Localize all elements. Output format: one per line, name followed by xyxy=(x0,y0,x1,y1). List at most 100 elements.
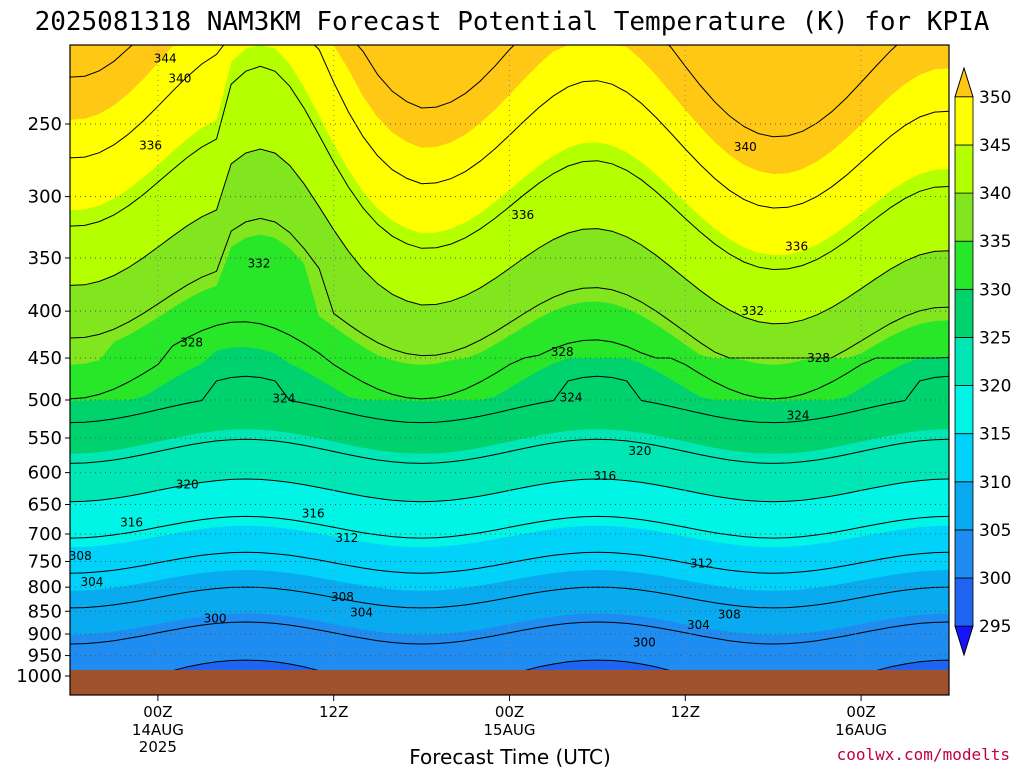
contour-label-2: 336 xyxy=(139,139,162,153)
colorbar-arrow-top xyxy=(954,66,974,98)
contour-308 xyxy=(70,586,949,609)
y-tick-label-4: 450 xyxy=(28,348,62,369)
credit-text: coolwx.com/modelts xyxy=(837,745,1010,764)
y-tick-label-9: 700 xyxy=(28,524,62,545)
y-tick-label-6: 550 xyxy=(28,428,62,449)
colorbar-label-1: 300 xyxy=(979,569,1011,589)
color-band-12 xyxy=(70,45,949,175)
grid-lines xyxy=(70,45,949,695)
contour-label-12: 308 xyxy=(331,590,354,604)
colorbar-segment-4 xyxy=(954,433,974,483)
contour-label-6: 320 xyxy=(176,477,199,491)
contour-340 xyxy=(70,148,949,325)
chart-title: 2025081318 NAM3KM Forecast Potential Tem… xyxy=(35,7,990,37)
contour-label-26: 332 xyxy=(741,304,764,318)
colorbar-label-4: 315 xyxy=(979,425,1011,445)
colorbar-label-6: 325 xyxy=(979,328,1011,348)
contour-label-9: 312 xyxy=(335,531,358,545)
colorbar-segment-11 xyxy=(954,96,974,146)
contour-344 xyxy=(70,65,949,271)
colorbar: 295 300 305 310 315 320 325 330 335 340 345 350 xyxy=(954,66,1011,657)
contour-328 xyxy=(70,375,949,424)
y-tick-label-11: 800 xyxy=(28,577,62,598)
contour-label-10: 308 xyxy=(69,549,92,563)
y-tick-label-7: 600 xyxy=(28,463,62,484)
contour-label-7: 316 xyxy=(120,515,143,529)
x-tick-sublabel-2: 15AUG xyxy=(484,721,536,739)
contour-label-0: 344 xyxy=(154,51,177,65)
y-tick-label-1: 300 xyxy=(28,187,62,208)
colorbar-segment-9 xyxy=(954,192,974,242)
contour-316 xyxy=(70,515,949,539)
y-tick-label-5: 500 xyxy=(28,390,62,411)
x-tick-sublabel-0: 14AUG xyxy=(132,721,184,739)
colorbar-label-7: 330 xyxy=(979,280,1011,300)
contour-label-17: 324 xyxy=(560,391,583,405)
y-tick-label-14: 950 xyxy=(28,646,62,667)
contour-label-3: 332 xyxy=(248,257,271,271)
contour-312 xyxy=(70,551,949,574)
y-tick-label-15: 1000 xyxy=(16,666,62,687)
y-tick-label-13: 900 xyxy=(28,624,62,645)
x-tick-label-2: 00Z xyxy=(495,703,524,721)
contour-304 xyxy=(70,621,949,645)
colorbar-label-8: 335 xyxy=(979,232,1011,252)
x-tick-label-0: 00Z xyxy=(143,703,172,721)
contour-label-11: 304 xyxy=(81,575,104,589)
y-tick-label-3: 400 xyxy=(28,301,62,322)
x-tick-sublabel-4: 16AUG xyxy=(835,721,887,739)
colorbar-segment-1 xyxy=(954,577,974,627)
contour-label-13: 304 xyxy=(350,606,373,620)
contour-label-4: 328 xyxy=(180,336,203,350)
plot-area: 344 340 336 332 328 324 320 316 316 312 308 304 308 3… xyxy=(69,45,949,695)
contour-label-27: 328 xyxy=(807,351,830,365)
contour-label-21: 304 xyxy=(687,618,710,632)
colorbar-segment-5 xyxy=(954,385,974,435)
contour-label-15: 336 xyxy=(511,208,534,222)
colorbar-segment-8 xyxy=(954,240,974,290)
y-tick-label-12: 850 xyxy=(28,601,62,622)
contour-label-5: 324 xyxy=(272,391,295,405)
x-tick-label-3: 12Z xyxy=(671,703,700,721)
colorbar-label-2: 305 xyxy=(979,521,1011,541)
colorbar-arrow-bottom xyxy=(954,625,974,657)
y-tick-label-0: 250 xyxy=(28,114,62,135)
x-tick-label-1: 12Z xyxy=(319,703,348,721)
contour-336 xyxy=(70,217,949,359)
contour-labels: 344 340 336 332 328 324 320 316 316 312 308 304 308 3… xyxy=(69,51,830,649)
y-tick-label-2: 350 xyxy=(28,248,62,269)
contour-label-18: 320 xyxy=(628,444,651,458)
contour-label-14: 300 xyxy=(204,611,227,625)
ground-fill xyxy=(70,670,949,695)
colorbar-label-0: 295 xyxy=(979,617,1011,637)
contour-label-22: 300 xyxy=(633,635,656,649)
colorbar-segment-2 xyxy=(954,529,974,579)
colorbar-label-10: 345 xyxy=(979,136,1011,156)
x-axis-label: Forecast Time (UTC) xyxy=(409,745,611,768)
contour-label-8: 316 xyxy=(302,507,325,521)
contour-332 xyxy=(70,321,949,400)
contour-324 xyxy=(70,438,949,464)
x-tick-label-4: 00Z xyxy=(846,703,875,721)
colorbar-segment-7 xyxy=(954,288,974,338)
y-axis: 2503003504004505005506006507007508008509… xyxy=(16,114,70,687)
y-tick-label-10: 750 xyxy=(28,551,62,572)
contour-label-16: 328 xyxy=(551,345,574,359)
colorbar-segment-3 xyxy=(954,481,974,531)
colorbar-label-5: 320 xyxy=(979,377,1011,397)
contour-352 xyxy=(70,45,898,138)
x-tick-year-0: 2025 xyxy=(139,738,177,756)
colorbar-label-3: 310 xyxy=(979,473,1011,493)
contour-label-23: 308 xyxy=(718,608,741,622)
contour-label-1: 340 xyxy=(168,71,191,85)
colorbar-label-11: 350 xyxy=(979,88,1011,108)
colorbar-segment-6 xyxy=(954,337,974,386)
y-tick-label-8: 650 xyxy=(28,494,62,515)
contour-label-19: 316 xyxy=(593,469,616,483)
contour-label-24: 340 xyxy=(734,140,757,154)
contour-label-20: 312 xyxy=(690,557,713,571)
colorbar-label-9: 340 xyxy=(979,184,1011,204)
colorbar-segment-10 xyxy=(954,144,974,194)
